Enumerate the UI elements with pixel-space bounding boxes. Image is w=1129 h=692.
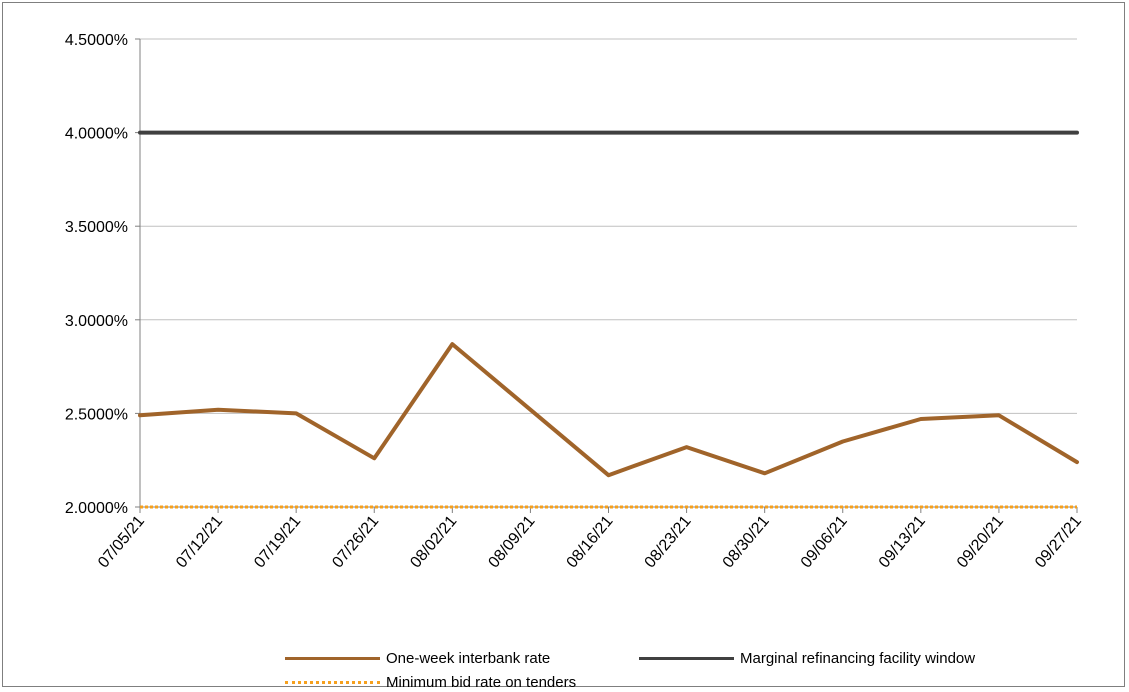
y-tick-label: 2.0000% [65, 500, 128, 517]
legend-label-marginal: Marginal refinancing facility window [740, 649, 976, 667]
x-tick-label: 08/16/21 [564, 513, 617, 572]
x-tick-label: 09/20/21 [954, 513, 1007, 572]
legend-swatch-marginal [639, 656, 734, 660]
series-line-interbank [138, 342, 1079, 478]
x-tick-label: 07/05/21 [95, 513, 148, 572]
x-tick-label: 07/19/21 [251, 513, 304, 572]
x-tick-label: 08/02/21 [407, 513, 460, 572]
y-tick-label: 3.0000% [65, 313, 128, 330]
x-tick-label: 08/23/21 [642, 513, 695, 572]
x-tick-label: 08/09/21 [485, 513, 538, 572]
legend-item-interbank: One-week interbank rate [285, 648, 550, 668]
y-tick-label: 4.0000% [65, 126, 128, 143]
legend-item-minimum-bid: Minimum bid rate on tenders [285, 672, 576, 692]
x-tick-label: 07/26/21 [329, 513, 382, 572]
legend-item-marginal: Marginal refinancing facility window [639, 648, 975, 668]
x-tick-label: 07/12/21 [173, 513, 226, 572]
legend-label-interbank: One-week interbank rate [386, 649, 551, 667]
legend-swatch-interbank [285, 656, 380, 660]
x-tick-label: 09/06/21 [798, 513, 851, 572]
x-tick-label: 09/27/21 [1032, 513, 1085, 572]
x-tick-label: 09/13/21 [876, 513, 929, 572]
y-tick-label: 3.5000% [65, 219, 128, 236]
legend-label-minimum-bid: Minimum bid rate on tenders [386, 673, 577, 691]
line-chart: 2.0000% 2.5000% 3.0000% 3.5000% 4.0000% 4.500… [65, 32, 1085, 572]
y-tick-label: 2.5000% [65, 406, 128, 423]
legend-swatch-minimum-bid [285, 680, 380, 684]
y-tick-label: 4.5000% [65, 32, 128, 49]
x-tick-label: 08/30/21 [720, 513, 773, 572]
